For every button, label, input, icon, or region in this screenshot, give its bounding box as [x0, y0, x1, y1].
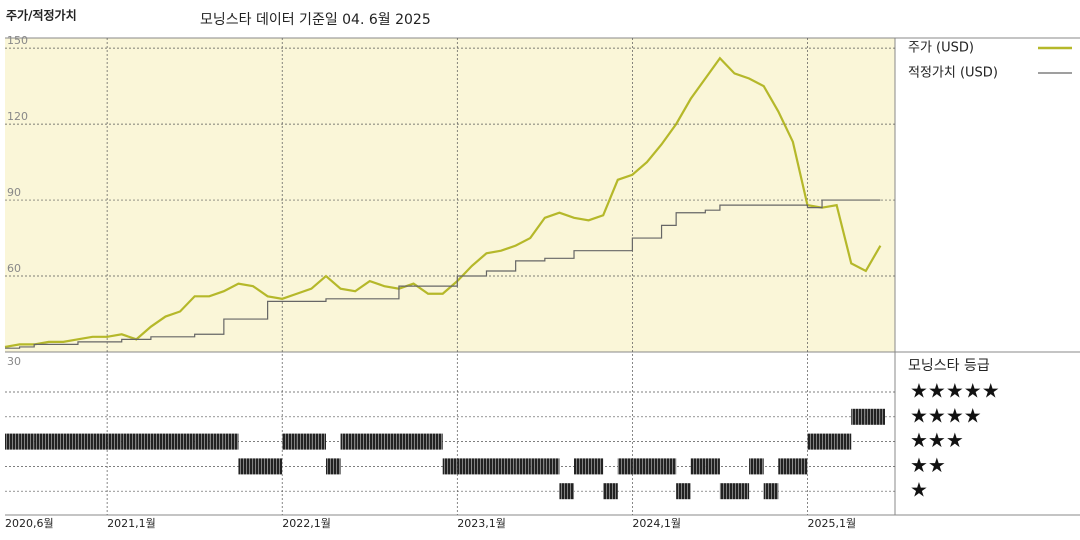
y-tick-label: 30	[7, 355, 21, 368]
rating-bar	[676, 483, 691, 500]
x-tick-label: 2025,1월	[807, 517, 856, 530]
rating-bar	[749, 458, 764, 475]
rating-bar	[238, 458, 254, 475]
series-line	[5, 199, 881, 349]
rating-bar	[588, 458, 604, 475]
rating-bar	[165, 433, 181, 450]
y-tick-label: 120	[7, 110, 28, 123]
x-tick-label: 2023,1월	[457, 517, 506, 530]
rating-label: ★★	[910, 453, 946, 477]
rating-bar	[661, 458, 677, 475]
rating-bar	[617, 458, 633, 475]
rating-bar	[822, 433, 837, 450]
rating-bar	[442, 458, 458, 475]
rating-bar	[48, 433, 64, 450]
rating-bar	[501, 458, 516, 475]
x-tick-label: 2021,1월	[107, 517, 156, 530]
chart-title: 주가/적정가치	[6, 8, 77, 23]
rating-bar	[19, 433, 35, 450]
y-tick-label: 90	[7, 186, 21, 199]
series-line	[4, 56, 882, 349]
x-tick-label: 2024,1월	[632, 517, 681, 530]
rating-bar	[574, 458, 589, 475]
y-tick-label: 60	[7, 262, 21, 275]
plot-background	[5, 38, 895, 352]
rating-bar	[705, 458, 720, 475]
rating-bar	[457, 458, 472, 475]
rating-bar	[690, 458, 706, 475]
rating-bar	[734, 483, 750, 500]
rating-bar	[559, 483, 575, 500]
rating-title: 모닝스타 등급	[908, 358, 990, 374]
rating-bar	[515, 458, 531, 475]
rating-bar	[428, 433, 443, 450]
rating-bar	[92, 433, 108, 450]
legend-label: 주가 (USD)	[908, 41, 974, 56]
rating-bar	[150, 433, 166, 450]
rating-label: ★★★★★	[910, 379, 1000, 403]
rating-bar	[5, 433, 20, 450]
chart-subtitle: 모닝스타 데이터 기준일 04. 6월 2025	[200, 12, 431, 28]
rating-bar	[530, 458, 545, 475]
rating-bar	[603, 483, 618, 500]
rating-bar	[209, 433, 224, 450]
rating-bar	[851, 408, 866, 425]
legend-label: 적정가치 (USD)	[908, 66, 998, 81]
rating-bar	[836, 433, 852, 450]
rating-bar	[267, 458, 283, 475]
rating-bar	[63, 433, 78, 450]
rating-label: ★★★★	[910, 403, 982, 427]
rating-bar	[384, 433, 399, 450]
x-tick-label: 2022,1월	[282, 517, 331, 530]
rating-bar	[778, 458, 793, 475]
rating-bar	[180, 433, 195, 450]
rating-bar	[880, 408, 885, 425]
rating-bar	[413, 433, 429, 450]
rating-bar	[325, 458, 341, 475]
rating-bar	[136, 433, 151, 450]
rating-bar	[223, 433, 239, 450]
y-tick-label: 150	[7, 34, 28, 47]
rating-bar	[646, 458, 662, 475]
rating-bar	[632, 458, 647, 475]
rating-bar	[34, 433, 49, 450]
rating-bar	[194, 433, 210, 450]
rating-bar	[296, 433, 312, 450]
rating-bar	[865, 408, 881, 425]
rating-bar	[398, 433, 414, 450]
rating-bar	[77, 433, 93, 450]
rating-bar	[253, 458, 268, 475]
x-tick-label: 2020,6월	[5, 517, 54, 530]
rating-bar	[763, 483, 779, 500]
rating-bar	[486, 458, 502, 475]
rating-bar	[282, 433, 297, 450]
rating-bar	[471, 458, 487, 475]
rating-bar	[369, 433, 385, 450]
rating-bar	[311, 433, 326, 450]
rating-bar	[792, 458, 808, 475]
rating-label: ★	[910, 478, 928, 502]
rating-bar	[807, 433, 823, 450]
rating-bar	[340, 433, 356, 450]
rating-bar	[355, 433, 370, 450]
rating-label: ★★★	[910, 428, 964, 452]
rating-bar	[719, 483, 735, 500]
rating-bar	[544, 458, 560, 475]
rating-bar	[107, 433, 122, 450]
rating-bar	[121, 433, 137, 450]
